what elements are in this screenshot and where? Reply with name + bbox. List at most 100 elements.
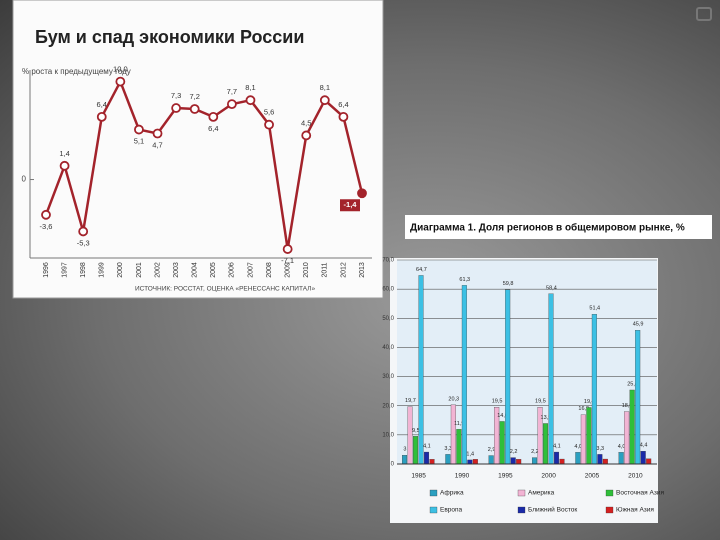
point	[115, 76, 126, 87]
data-label: 18,0	[622, 403, 633, 409]
legend-swatch	[517, 489, 526, 497]
data-label: 5,6	[264, 108, 274, 117]
bar	[488, 455, 494, 465]
x-tick-label: 1998	[80, 262, 87, 278]
data-label: 64,7	[416, 267, 427, 273]
data-label: 7,2	[189, 92, 199, 101]
bar	[516, 459, 522, 465]
bar	[640, 451, 646, 465]
data-label: 4,4	[640, 443, 648, 449]
x-tick-label: 2006	[229, 262, 236, 278]
data-label: 61,3	[459, 277, 470, 283]
bar	[559, 458, 565, 465]
bar	[591, 314, 597, 465]
bar	[402, 455, 408, 465]
x-tick-label: 2001	[136, 262, 143, 278]
data-label: 2,2	[531, 449, 539, 455]
legend-label: Ближний Восток	[528, 506, 577, 514]
data-label: 4,0	[618, 444, 626, 450]
data-label: 20,3	[448, 396, 459, 402]
bar	[543, 423, 549, 465]
data-label: 19,7	[405, 398, 416, 404]
point	[301, 130, 312, 141]
legend-label: Южная Азия	[616, 507, 654, 514]
data-label: 58,4	[546, 285, 557, 291]
bar	[505, 289, 511, 465]
x-tick-label: 1999	[99, 262, 106, 278]
point	[338, 111, 349, 122]
bar	[418, 275, 424, 465]
data-label: -7,1	[281, 256, 294, 265]
source-note: ИСТОЧНИК: РОССТАТ, ОЦЕНКА «РЕНЕССАНС КАП…	[135, 286, 316, 293]
data-label: 7,3	[171, 91, 181, 100]
chart-panel	[12, 0, 384, 299]
point	[189, 104, 200, 114]
point	[357, 188, 367, 199]
point	[78, 226, 89, 237]
data-label: 51,4	[589, 306, 600, 312]
point	[226, 99, 237, 110]
data-label: 4,5	[301, 118, 311, 127]
y-tick-label: 50,0	[382, 316, 394, 322]
data-label: 4,1	[423, 444, 431, 450]
y-tick-label: 40,0	[382, 345, 394, 351]
x-tick-label: 2005	[585, 473, 600, 480]
data-label: 5,1	[134, 137, 144, 146]
y-tick-label: 60,0	[382, 287, 394, 293]
data-label: 3	[403, 447, 406, 453]
x-tick-label: 2005	[210, 262, 217, 278]
bar	[624, 411, 630, 465]
plot-area	[397, 260, 657, 464]
legend-label: Африка	[440, 490, 464, 497]
data-label: 16,9	[578, 406, 589, 412]
axis-label: % роста к предыдущему году	[22, 67, 131, 76]
line	[44, 78, 364, 250]
data-label: 9,5	[412, 428, 420, 434]
y-tick-label: 0	[391, 462, 395, 468]
y-tick-label: 10,0	[382, 432, 394, 438]
x-tick-label: 2009	[284, 262, 291, 278]
data-label: 6,4	[208, 124, 218, 133]
point	[134, 124, 144, 135]
legend-swatch	[429, 506, 438, 514]
data-label: 19,5	[535, 399, 546, 405]
x-tick-label: 2003	[173, 262, 180, 278]
chart-title: Диаграмма 1. Доля регионов в общемировом…	[410, 222, 685, 234]
y-tick-label: 20,0	[382, 403, 394, 409]
data-label: -3,6	[40, 222, 53, 231]
data-label: 2,9	[488, 447, 496, 453]
data-label: 8,1	[320, 83, 330, 92]
legend-swatch	[429, 489, 438, 497]
legend-swatch	[605, 506, 614, 514]
bar	[450, 404, 456, 465]
data-label: -1,4	[344, 200, 358, 209]
data-label: 3,3	[596, 446, 604, 452]
data-label: 11,9	[454, 421, 464, 427]
legend-label: Европа	[440, 507, 463, 514]
data-label: 6,4	[97, 100, 107, 109]
bar	[407, 406, 413, 465]
bar	[548, 293, 554, 465]
y-tick-label: 0	[22, 175, 27, 184]
x-tick-label: 2000	[117, 262, 124, 278]
bar	[554, 451, 560, 465]
bar	[575, 452, 581, 465]
bar	[597, 454, 603, 465]
x-tick-label: 1995	[498, 473, 513, 480]
bar	[499, 421, 505, 465]
point	[96, 111, 107, 122]
bar	[629, 389, 635, 465]
legend-swatch	[517, 506, 526, 514]
legend-label: Америка	[528, 490, 555, 497]
point	[171, 103, 182, 113]
bar	[429, 459, 435, 465]
bar	[618, 452, 624, 465]
x-tick-label: 1996	[43, 262, 50, 278]
x-tick-label: 2012	[340, 262, 347, 278]
slide-icon	[696, 7, 712, 21]
x-tick-label: 1997	[61, 262, 68, 278]
data-label: 13,9	[541, 415, 552, 421]
bar	[580, 414, 586, 465]
bar	[467, 459, 473, 465]
